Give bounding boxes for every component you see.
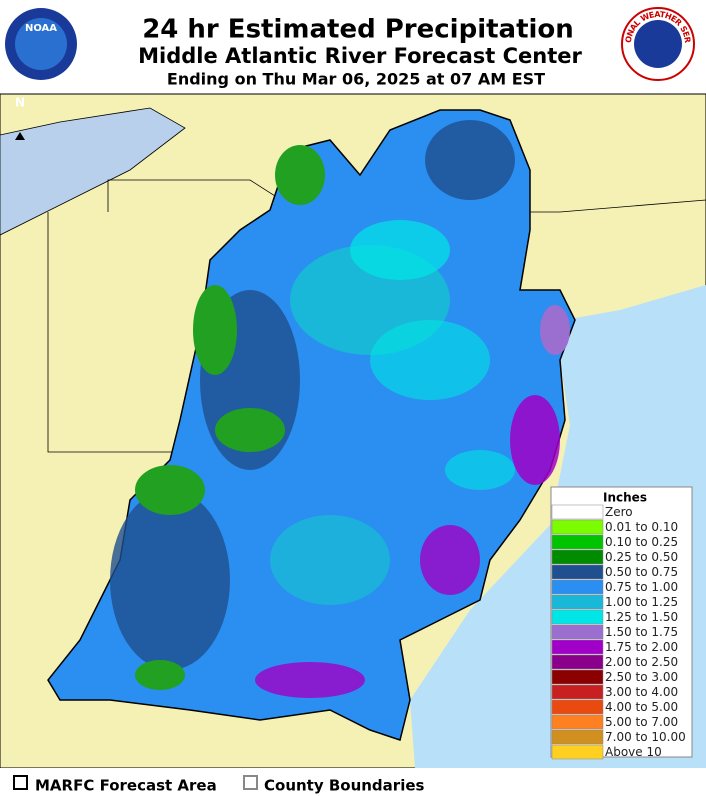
legend-label: 1.25 to 1.50 bbox=[605, 610, 678, 624]
map: N bbox=[0, 93, 706, 769]
legend-label: 4.00 to 5.00 bbox=[605, 700, 678, 714]
legend-swatch bbox=[551, 504, 604, 520]
legend-label: 7.00 to 10.00 bbox=[605, 730, 686, 744]
legend-label: 2.00 to 2.50 bbox=[605, 655, 678, 669]
legend-label: 0.75 to 1.00 bbox=[605, 580, 678, 594]
legend-label: 1.50 to 1.75 bbox=[605, 625, 678, 639]
nws-logo-inner bbox=[634, 20, 682, 68]
precip-patch bbox=[255, 662, 365, 698]
precip-patch bbox=[445, 450, 515, 490]
legend-label: 3.00 to 4.00 bbox=[605, 685, 678, 699]
precip-patch bbox=[135, 660, 185, 690]
legend-swatch bbox=[551, 684, 604, 700]
subtitle: Middle Atlantic River Forecast Center bbox=[138, 44, 582, 68]
legend-swatch bbox=[551, 594, 604, 610]
footer-label: MARFC Forecast Area bbox=[35, 777, 217, 795]
noaa-label: NOAA bbox=[25, 23, 57, 34]
precip-patch bbox=[350, 220, 450, 280]
legend-label: 0.50 to 0.75 bbox=[605, 565, 678, 579]
legend-swatch bbox=[551, 549, 604, 565]
state-line bbox=[559, 199, 706, 213]
legend-swatch bbox=[551, 564, 604, 580]
legend-swatch bbox=[551, 639, 604, 655]
period: Ending on Thu Mar 06, 2025 at 07 AM EST bbox=[167, 70, 545, 89]
legend-swatch bbox=[551, 579, 604, 595]
legend-swatch bbox=[551, 654, 604, 670]
precip-patch bbox=[420, 525, 480, 595]
precip-patch bbox=[275, 145, 325, 205]
title: 24 hr Estimated Precipitation bbox=[142, 15, 574, 45]
precip-patch bbox=[110, 490, 230, 670]
legend-swatch bbox=[551, 714, 604, 730]
footer-swatch bbox=[243, 775, 258, 790]
precip-patch bbox=[510, 395, 560, 485]
legend-swatch bbox=[551, 744, 604, 760]
legend-label: 2.50 to 3.00 bbox=[605, 670, 678, 684]
legend-label: 0.01 to 0.10 bbox=[605, 520, 678, 534]
legend-swatch bbox=[551, 624, 604, 640]
footer bbox=[0, 768, 706, 796]
legend-swatch bbox=[551, 729, 604, 745]
precip-patch bbox=[370, 320, 490, 400]
legend-label: Above 10 bbox=[605, 745, 662, 759]
legend-label: 1.75 to 2.00 bbox=[605, 640, 678, 654]
legend-label: 1.00 to 1.25 bbox=[605, 595, 678, 609]
precip-patch bbox=[540, 305, 570, 355]
precip-patch bbox=[425, 120, 515, 200]
legend-swatch bbox=[551, 534, 604, 550]
legend-swatch bbox=[551, 519, 604, 535]
precip-patch bbox=[193, 285, 237, 375]
legend-swatch bbox=[551, 669, 604, 685]
north-arrow bbox=[15, 132, 25, 140]
precip-patches bbox=[110, 120, 570, 698]
noaa-logo-inner bbox=[15, 18, 67, 70]
footer-swatch bbox=[13, 775, 28, 790]
footer-label: County Boundaries bbox=[264, 777, 425, 795]
lake bbox=[0, 107, 186, 236]
legend-label: 5.00 to 7.00 bbox=[605, 715, 678, 729]
legend-title: Inches bbox=[603, 491, 647, 505]
precip-patch bbox=[270, 515, 390, 605]
legend-label: Zero bbox=[605, 505, 633, 519]
legend-label: 0.25 to 0.50 bbox=[605, 550, 678, 564]
precip-patch bbox=[215, 408, 285, 452]
legend-label: 0.10 to 0.25 bbox=[605, 535, 678, 549]
legend-swatch bbox=[551, 699, 604, 715]
north-label: N bbox=[15, 96, 25, 110]
precip-patch bbox=[135, 465, 205, 515]
legend-swatch bbox=[551, 609, 604, 625]
